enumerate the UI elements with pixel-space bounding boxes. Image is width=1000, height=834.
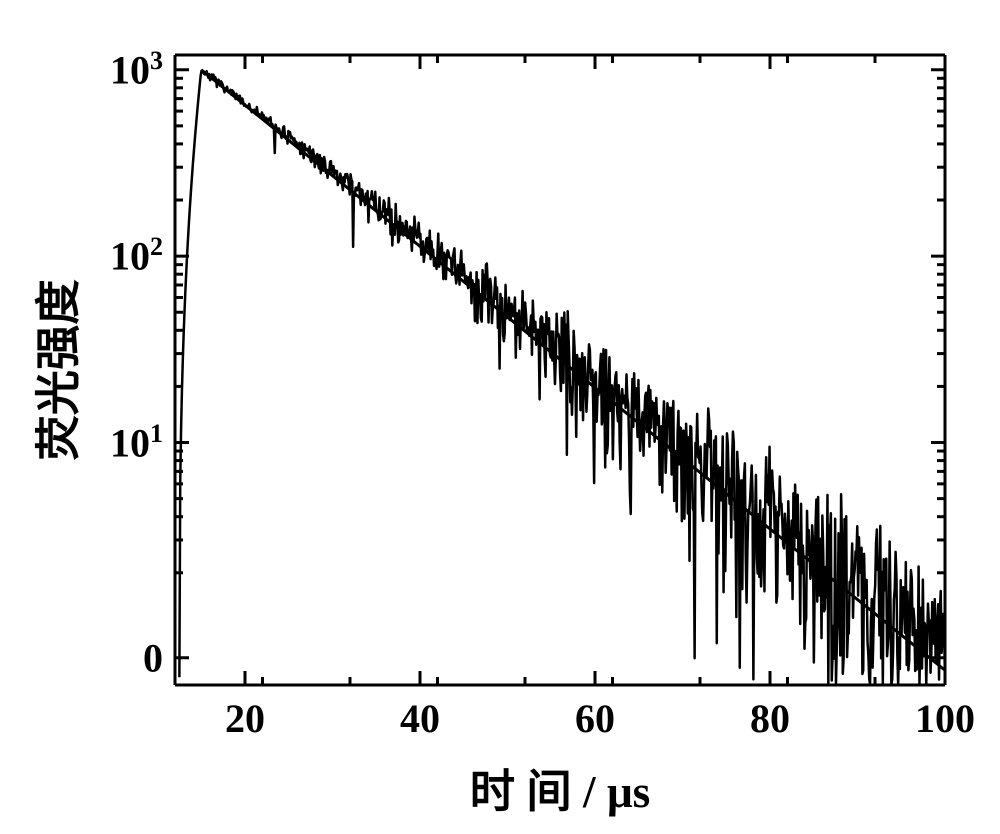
x-tick-label: 100 — [915, 695, 975, 742]
x-tick-label: 80 — [750, 695, 790, 742]
x-tick-label: 20 — [225, 695, 265, 742]
x-axis-label: 时 间 / μs — [470, 755, 651, 821]
fit-line — [201, 70, 945, 670]
y-tick-label: 102 — [110, 233, 163, 280]
x-axis-label-text-1: 时 间 / — [470, 767, 607, 817]
y-axis-label-text: 荧光强度 — [34, 279, 84, 460]
x-tick-label: 40 — [400, 695, 440, 742]
y-tick-label: 103 — [110, 46, 163, 93]
x-tick-label: 60 — [575, 695, 615, 742]
x-axis-label-text-2: μs — [607, 767, 650, 817]
decay-trace — [179, 71, 945, 685]
figure: 20 40 60 80 100 0 101 102 103 荧光强度 时 间 / μs — [0, 0, 1000, 834]
y-axis-label: 荧光强度 — [22, 279, 88, 460]
y-tick-label: 0 — [143, 634, 163, 681]
chart-series-layer — [0, 0, 1000, 834]
y-tick-label: 101 — [110, 419, 163, 466]
